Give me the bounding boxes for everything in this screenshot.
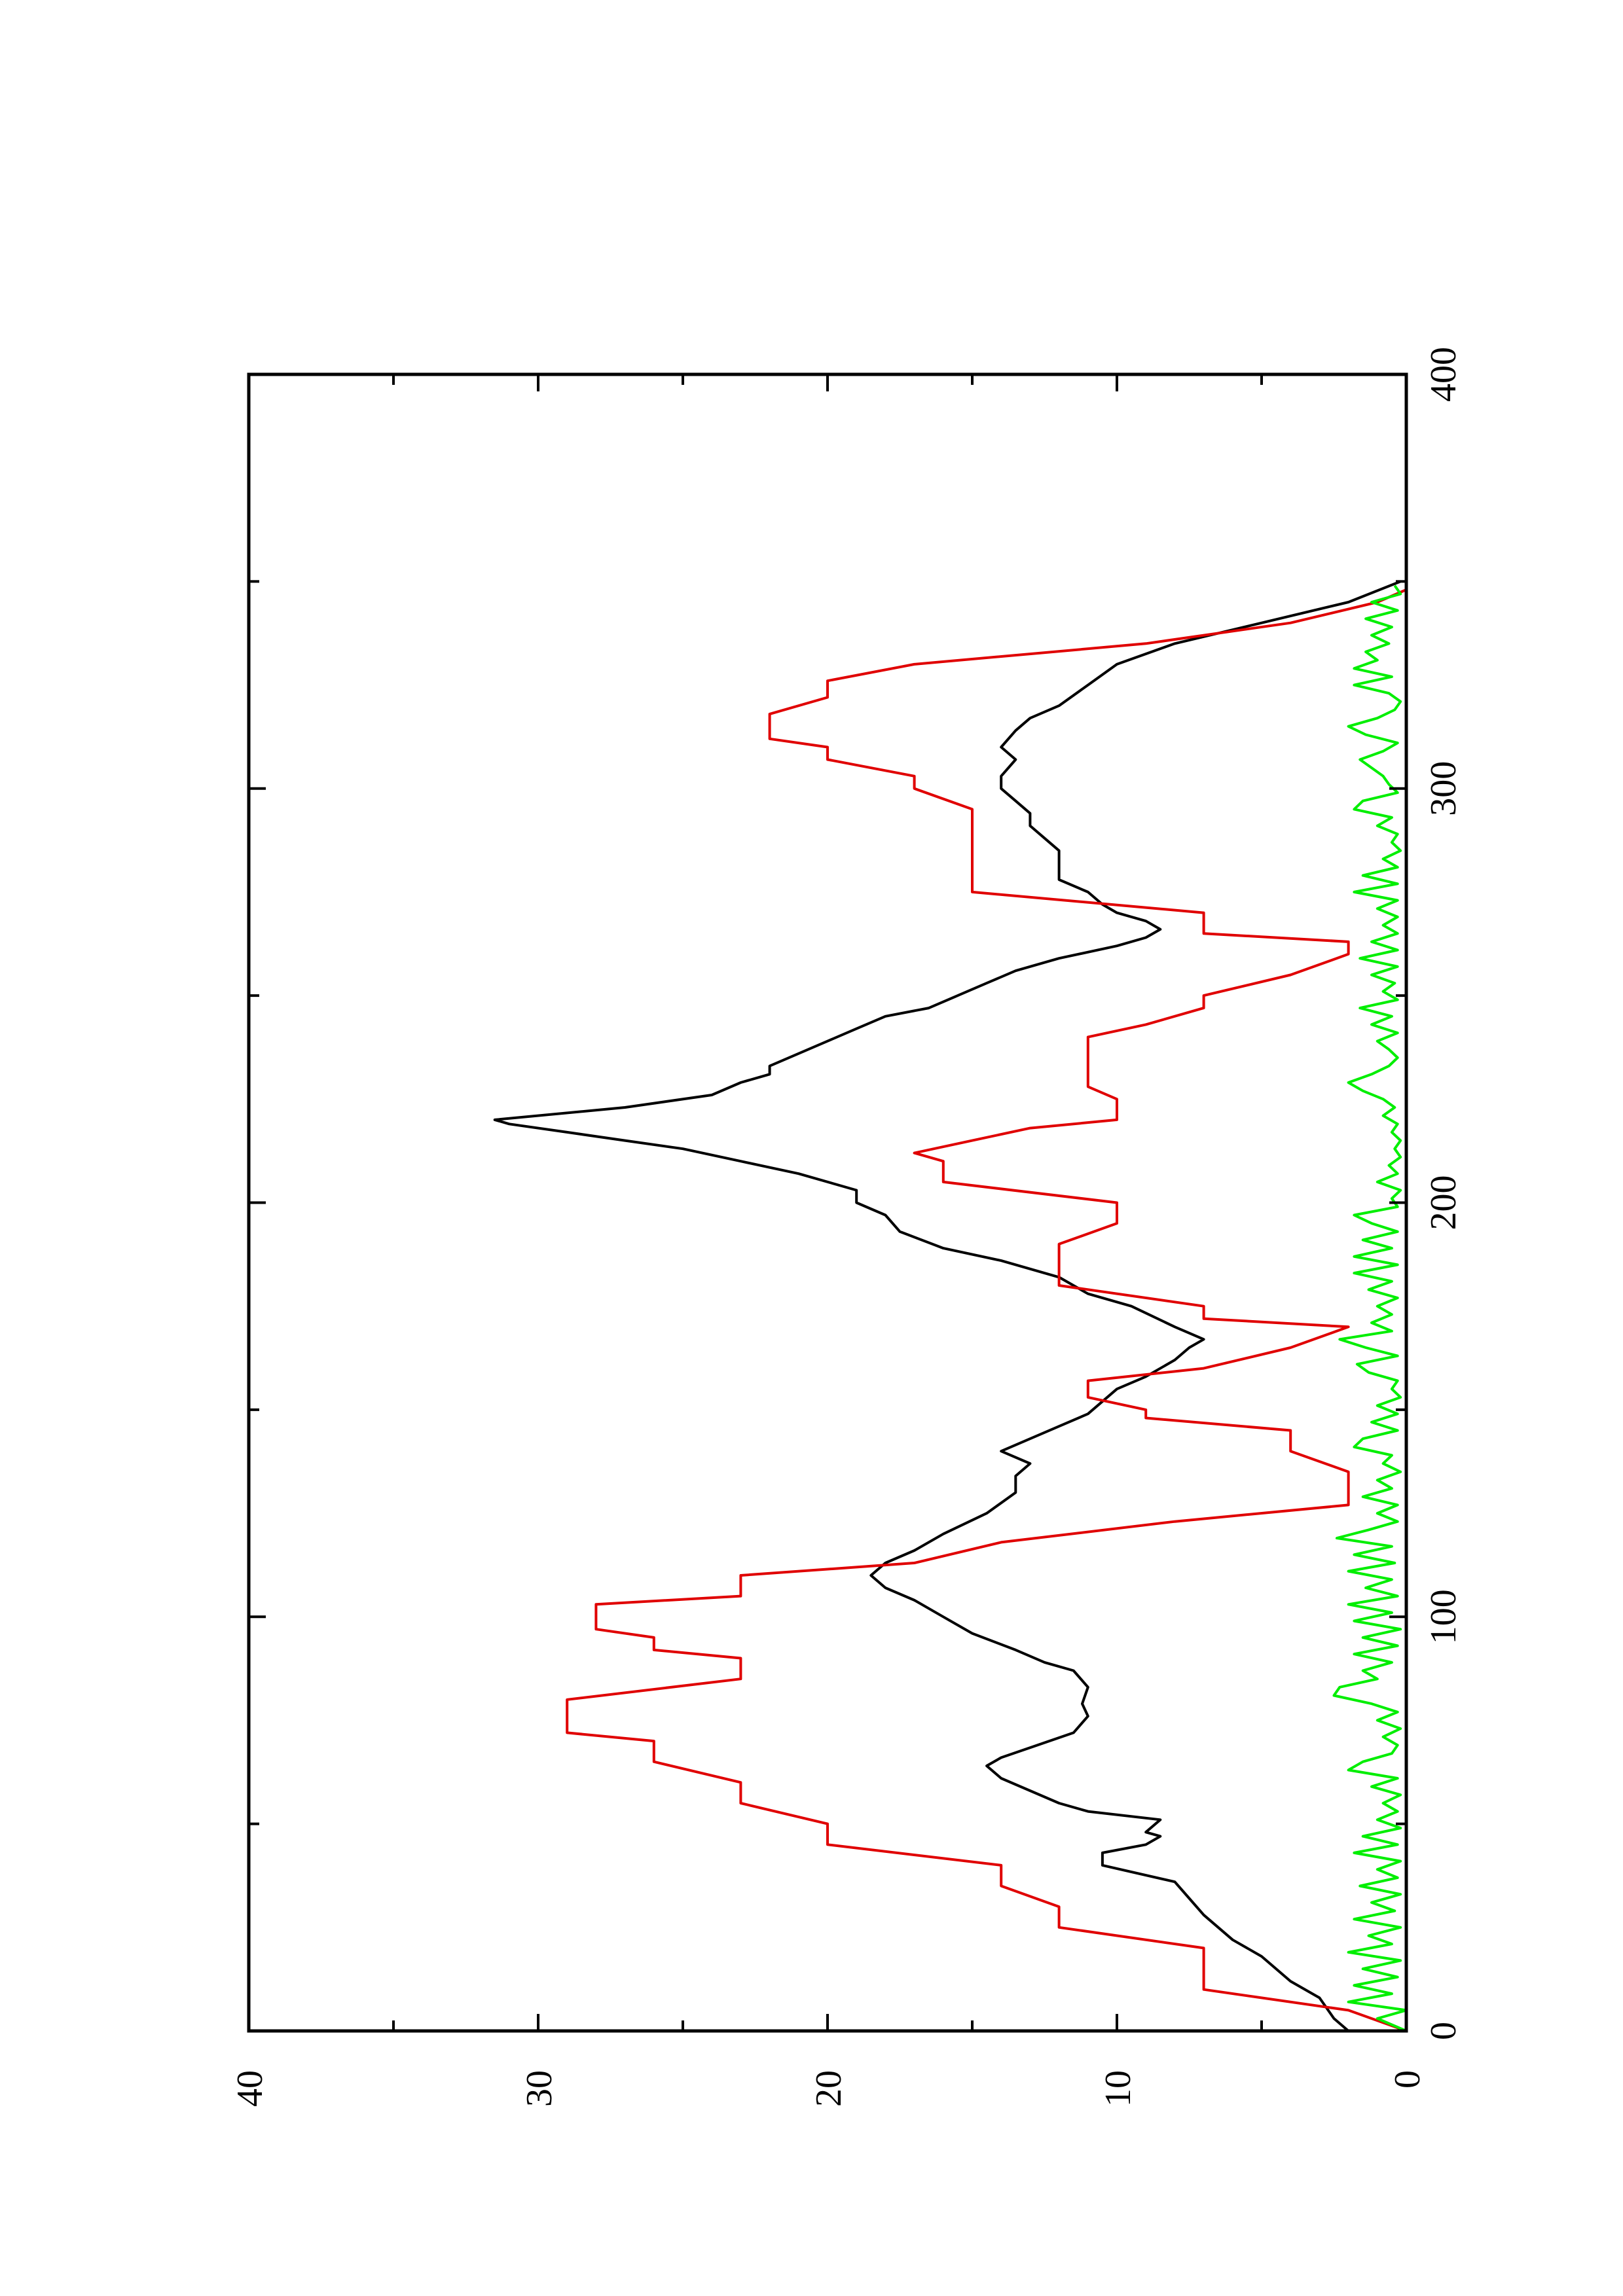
x-tick-label: 0 xyxy=(1423,2022,1464,2040)
x-tick-label: 300 xyxy=(1423,761,1464,816)
tick-layer xyxy=(247,373,1408,2032)
series-layer xyxy=(493,580,1408,2032)
y-tick-label: 10 xyxy=(1098,2070,1139,2107)
x-tick-label: 400 xyxy=(1423,347,1464,402)
x-tick-label: 100 xyxy=(1423,1589,1464,1644)
x-tick-label: 200 xyxy=(1423,1175,1464,1230)
plot-frame xyxy=(247,372,1408,2033)
label-layer: 0 100 200 300 400 0 10 20 30 40 xyxy=(230,347,1464,2107)
y-tick-label: 40 xyxy=(230,2070,270,2107)
y-tick-label: 0 xyxy=(1387,2070,1428,2089)
series-line-1 xyxy=(493,580,1401,2032)
y-tick-label: 20 xyxy=(809,2070,849,2107)
y-tick-label: 30 xyxy=(519,2070,560,2107)
series-line-3 xyxy=(1332,584,1408,2032)
series-line-2 xyxy=(566,588,1407,2032)
